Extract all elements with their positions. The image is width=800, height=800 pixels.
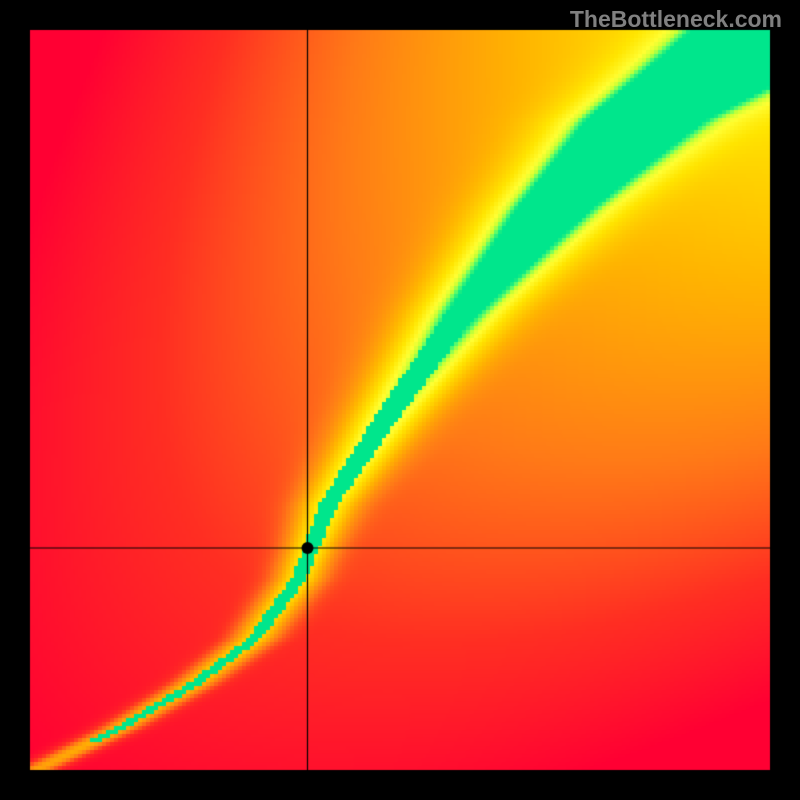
watermark-text: TheBottleneck.com <box>570 6 782 33</box>
bottleneck-heatmap <box>0 0 800 800</box>
